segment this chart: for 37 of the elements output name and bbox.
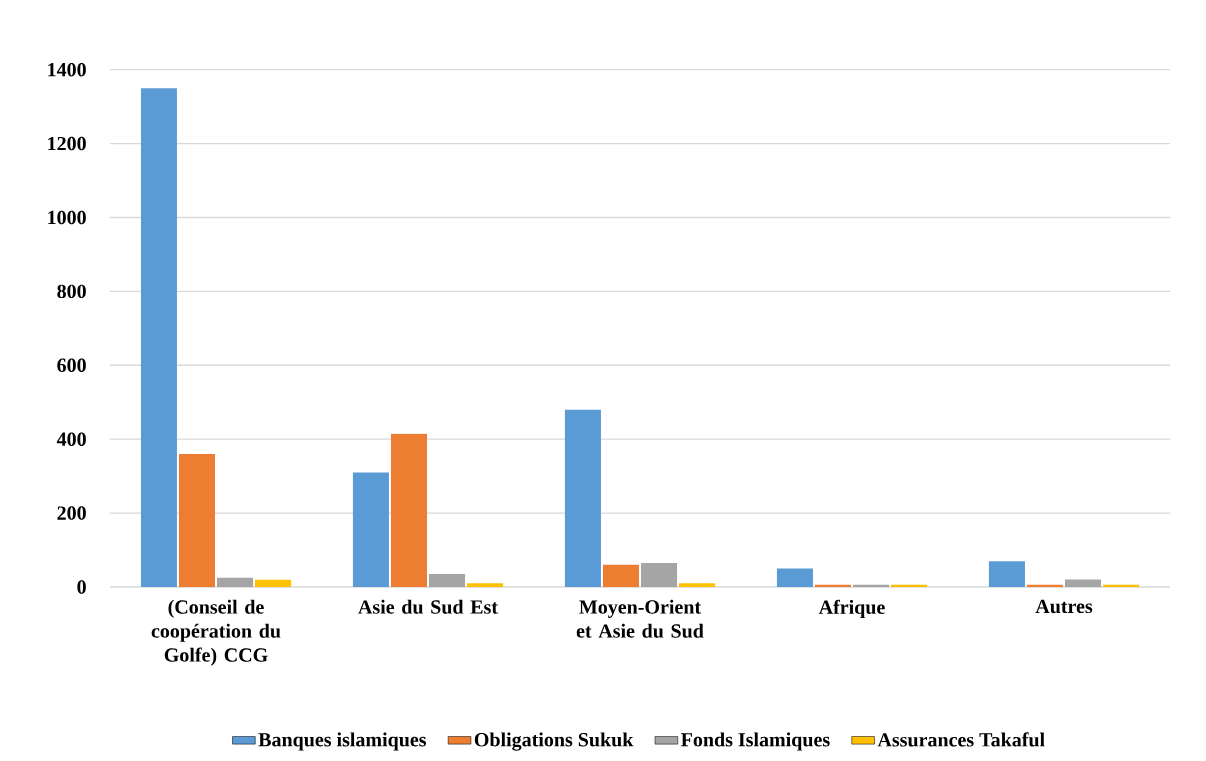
bar	[853, 584, 890, 587]
bar	[390, 433, 427, 587]
y-tick-label: 1000	[48, 210, 86, 225]
bar	[564, 409, 601, 587]
y-tick-label: 200	[57, 506, 86, 520]
bar	[217, 577, 254, 587]
bar	[814, 584, 852, 587]
y-tick-label: 600	[57, 358, 86, 373]
bar	[178, 453, 215, 587]
bar	[467, 583, 504, 587]
bar	[255, 579, 292, 587]
x-tick-label: Afrique	[818, 599, 885, 619]
y-tick-label: 1200	[48, 136, 86, 151]
bar	[352, 472, 389, 587]
y-tick-label: 800	[57, 284, 86, 299]
bar	[140, 88, 177, 587]
legend-label: Obligations Sukuk	[474, 732, 634, 751]
bar	[602, 564, 640, 587]
bar	[776, 568, 813, 587]
bar	[429, 574, 466, 587]
bar	[1103, 584, 1140, 587]
bar	[891, 584, 928, 587]
legend-label: Assurances Takaful	[877, 732, 1045, 747]
x-tick-label: Asie du Sud Est	[358, 599, 498, 614]
x-tick-label: Moyen-Orient et Asie du Sud	[576, 599, 704, 638]
y-tick-label: 0	[77, 580, 86, 594]
legend-label: Banques islamiques	[258, 732, 427, 751]
x-tick-label: Autres	[1035, 599, 1093, 614]
y-tick-label: 400	[56, 432, 86, 446]
y-tick-label: 1400	[48, 62, 86, 77]
legend-label: Fonds Islamiques	[681, 732, 830, 751]
bar	[679, 583, 716, 587]
bar	[641, 562, 678, 587]
bar	[988, 561, 1025, 587]
bar	[1065, 579, 1102, 587]
bar	[1026, 584, 1064, 587]
x-tick-label: (Conseil de coopération du Golfe) CCG	[151, 599, 281, 666]
